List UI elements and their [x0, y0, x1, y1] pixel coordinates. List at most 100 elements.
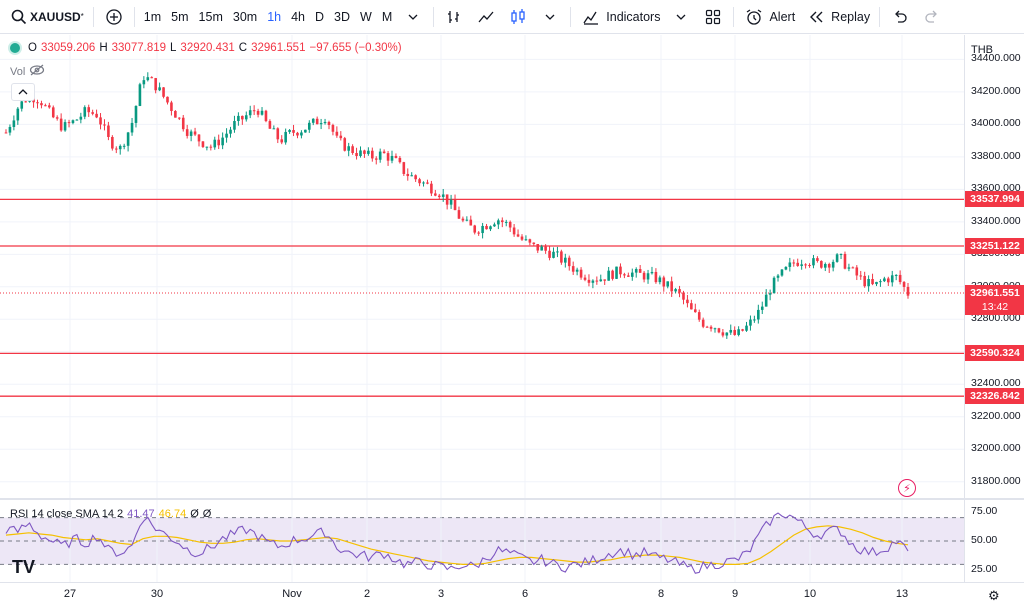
candle-down: [611, 270, 614, 279]
eye-off-icon[interactable]: [29, 64, 45, 79]
candle-down: [363, 150, 366, 154]
settings-gear-icon[interactable]: ⚙: [988, 588, 1000, 603]
candle-down: [721, 332, 725, 336]
candle-up: [244, 115, 248, 120]
candle-down: [91, 112, 94, 114]
currency-label[interactable]: THB: [971, 44, 993, 56]
flash-icon[interactable]: ⚡: [898, 479, 916, 497]
timeframe-d[interactable]: D: [315, 9, 325, 24]
candle-up: [441, 194, 445, 197]
volume-legend[interactable]: Vol: [10, 64, 45, 79]
candle-up: [16, 108, 20, 121]
line-style-button[interactable]: [470, 0, 502, 34]
undo-button[interactable]: [884, 0, 916, 34]
candle-down: [51, 107, 55, 118]
candle-up: [725, 332, 729, 336]
collapse-legend-button[interactable]: [11, 83, 35, 101]
candle-up: [564, 257, 567, 263]
candle-down: [717, 328, 721, 333]
candle-up: [422, 182, 425, 184]
timeframe-5m[interactable]: 5m: [171, 9, 189, 24]
candle-up: [630, 272, 634, 277]
timeframe-3d[interactable]: 3D: [334, 9, 351, 24]
time-axis[interactable]: 27 30 Nov 2 3 6 8 9 10 13: [0, 582, 1024, 605]
timeframe-w[interactable]: W: [360, 9, 372, 24]
timeframe-m[interactable]: M: [381, 9, 393, 24]
candle-up: [300, 132, 303, 136]
candle-up: [410, 175, 414, 177]
candle-down: [662, 277, 666, 287]
candle-down: [670, 281, 673, 292]
timeframe-15m[interactable]: 15m: [198, 9, 223, 24]
chart-style-dropdown[interactable]: [534, 0, 566, 34]
candles: [4, 72, 910, 339]
candle-down: [418, 179, 421, 184]
grid-icon: [702, 6, 724, 28]
alarm-clock-icon: [743, 6, 765, 28]
tradingview-logo[interactable]: TV: [12, 557, 36, 577]
candle-down: [181, 117, 185, 130]
candle-down: [371, 150, 374, 159]
compare-button[interactable]: [98, 0, 130, 34]
time-tick-label: 9: [731, 588, 739, 600]
price-axis[interactable]: 34400.000 34200.000 34000.000 33800.000 3360…: [964, 35, 1024, 498]
candle-down: [296, 132, 299, 136]
candle-down: [619, 266, 622, 275]
candle-up: [205, 146, 209, 148]
candle-down: [887, 278, 890, 283]
alert-button[interactable]: Alert: [738, 0, 800, 34]
timeframe-1h[interactable]: 1h: [267, 9, 282, 24]
bar-style-button[interactable]: [438, 0, 470, 34]
candle-up: [599, 279, 603, 282]
timeframe-dropdown[interactable]: [397, 0, 429, 34]
indicators-button[interactable]: Indicators: [575, 0, 665, 34]
candle-down: [520, 236, 524, 240]
candle-down: [217, 139, 220, 146]
candle-up: [288, 130, 291, 132]
replay-button[interactable]: Replay: [800, 0, 875, 34]
candle-down: [603, 279, 607, 281]
candle-down: [174, 110, 177, 118]
candle-style-button[interactable]: [502, 0, 534, 34]
price-chart-canvas[interactable]: [0, 35, 964, 498]
level-price-tag: 32326.842: [965, 388, 1024, 405]
candle-up: [367, 150, 370, 154]
candle-up: [118, 145, 122, 150]
candle-down: [111, 136, 114, 149]
candle-down: [374, 158, 378, 160]
rsi-tick-label: 75.00: [971, 504, 998, 517]
rsi-canvas[interactable]: [0, 500, 964, 582]
timeframe-4h[interactable]: 4h: [291, 9, 306, 24]
candle-up: [134, 105, 138, 123]
candle-up: [307, 122, 311, 130]
candle-down: [796, 262, 800, 266]
rsi-pane[interactable]: [0, 500, 964, 582]
candle-down: [256, 110, 260, 115]
price-chart-pane[interactable]: [0, 35, 964, 498]
timeframe-1m[interactable]: 1m: [143, 9, 162, 24]
candle-up: [221, 137, 224, 146]
symbol-search[interactable]: XAUUSD *: [0, 0, 89, 34]
time-tick-label: 13: [895, 588, 909, 600]
candle-down: [516, 234, 520, 237]
candle-up: [823, 263, 827, 268]
candle-up: [225, 133, 228, 138]
divider: [133, 6, 135, 27]
redo-button[interactable]: [916, 0, 948, 34]
bars-icon: [443, 6, 465, 28]
timeframe-30m[interactable]: 30m: [232, 9, 258, 24]
candle-down: [654, 271, 658, 283]
layouts-button[interactable]: [697, 0, 729, 34]
candle-up: [839, 253, 843, 255]
rsi-tick-label: 50.00: [971, 534, 998, 546]
candle-down: [820, 260, 823, 268]
rsi-line: [5, 512, 909, 574]
rsi-axis[interactable]: 75.00 50.00 25.00: [964, 500, 1024, 582]
candle-up: [481, 225, 484, 234]
candle-down: [816, 258, 819, 261]
candle-down: [414, 175, 417, 180]
indicators-dropdown[interactable]: [665, 0, 697, 34]
volume-label: Vol: [10, 65, 26, 78]
pane-separator[interactable]: [0, 498, 1024, 500]
candle-up: [800, 264, 803, 266]
